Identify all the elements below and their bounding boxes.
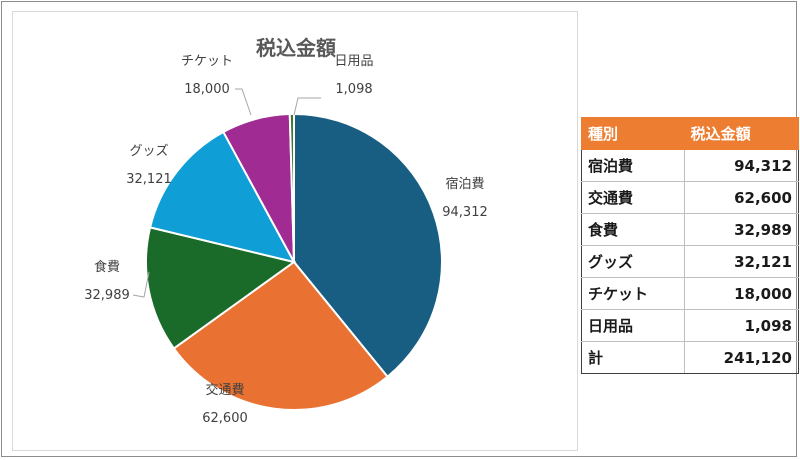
slice-value-5: 1,098 [335, 82, 372, 97]
slice-value-2: 32,989 [84, 288, 130, 303]
chart-title: 税込金額 [256, 36, 336, 60]
pie-slice-3[interactable] [148, 130, 296, 264]
slice-label-2: 食費 [94, 259, 120, 275]
table-cell-category: 交通費 [581, 181, 685, 214]
table-header-row: 種別 税込金額 [581, 117, 800, 150]
header-category: 種別 [581, 117, 685, 150]
table-cell-category: 宿泊費 [581, 149, 685, 182]
table-row: チケット 18,000 [581, 277, 800, 310]
slice-value-1: 62,600 [202, 411, 248, 426]
pie-slice-2[interactable] [145, 226, 297, 350]
slice-label-0: 宿泊費 [445, 176, 484, 192]
chart-area[interactable]: 税込金額 宿泊費 94,312 交通費 62,600 食費 32,989 グッズ 32,121… [12, 11, 578, 451]
table-cell-total-label: 計 [581, 341, 685, 374]
table-cell-category: 食費 [581, 213, 685, 246]
slice-value-0: 94,312 [442, 205, 488, 220]
summary-table: 種別 税込金額 宿泊費 94,312 交通費 62,600 食費 32,989 … [581, 117, 800, 374]
table-cell-category: 日用品 [581, 309, 685, 342]
leader-line-5 [293, 97, 321, 116]
header-amount: 税込金額 [683, 117, 800, 150]
table-cell-amount: 32,121 [683, 245, 800, 278]
table-row: 宿泊費 94,312 [581, 149, 800, 182]
slice-label-5: 日用品 [334, 54, 373, 69]
table-total-row: 計 241,120 [581, 341, 800, 374]
table-cell-total-amount: 241,120 [683, 341, 800, 374]
table-cell-amount: 32,989 [683, 213, 800, 246]
table-cell-amount: 1,098 [683, 309, 800, 342]
slice-label-4: チケット [181, 54, 233, 69]
pie-slice-0[interactable] [293, 112, 444, 379]
slice-label-1: 交通費 [205, 382, 244, 398]
pie-chart[interactable]: 宿泊費 94,312 交通費 62,600 食費 32,989 グッズ 32,121 チケット 1… [13, 12, 579, 452]
table-row: グッズ 32,121 [581, 245, 800, 278]
leader-line-2 [132, 271, 150, 298]
table-cell-amount: 94,312 [683, 149, 800, 182]
table-cell-category: チケット [581, 277, 685, 310]
slice-label-3: グッズ [129, 143, 168, 159]
slice-value-3: 32,121 [126, 172, 172, 187]
table-row: 交通費 62,600 [581, 181, 800, 214]
table-cell-amount: 62,600 [683, 181, 800, 214]
table-row: 食費 32,989 [581, 213, 800, 246]
table-row: 日用品 1,098 [581, 309, 800, 342]
slice-value-4: 18,000 [184, 82, 230, 97]
pie-slice-1[interactable] [172, 260, 389, 411]
table-cell-category: グッズ [581, 245, 685, 278]
leader-line-4 [235, 88, 252, 116]
table-cell-amount: 18,000 [683, 277, 800, 310]
